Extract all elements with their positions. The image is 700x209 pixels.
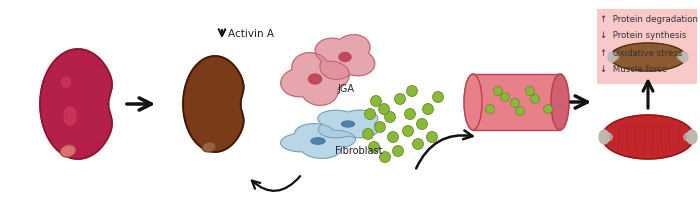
Ellipse shape (543, 104, 552, 113)
Polygon shape (610, 43, 686, 71)
Polygon shape (318, 110, 378, 138)
Ellipse shape (64, 107, 76, 125)
Ellipse shape (526, 87, 535, 96)
FancyArrowPatch shape (252, 176, 300, 191)
Ellipse shape (680, 52, 688, 62)
Text: ↑  Protein degradation: ↑ Protein degradation (600, 14, 698, 23)
Polygon shape (315, 35, 374, 79)
Ellipse shape (412, 139, 423, 149)
Polygon shape (281, 124, 356, 158)
Ellipse shape (494, 87, 503, 96)
Ellipse shape (423, 103, 433, 115)
Ellipse shape (486, 104, 494, 113)
Ellipse shape (393, 145, 403, 157)
Ellipse shape (309, 74, 321, 84)
Polygon shape (602, 115, 694, 159)
Ellipse shape (405, 108, 416, 120)
Ellipse shape (368, 141, 379, 153)
Ellipse shape (515, 107, 524, 116)
Ellipse shape (500, 93, 510, 102)
Text: ↑  Oxidative stress: ↑ Oxidative stress (600, 48, 682, 57)
Ellipse shape (339, 52, 351, 61)
Ellipse shape (601, 133, 612, 141)
Ellipse shape (551, 74, 569, 130)
Text: Activin A: Activin A (228, 29, 274, 39)
Ellipse shape (60, 145, 76, 157)
Ellipse shape (365, 108, 375, 120)
Ellipse shape (464, 74, 482, 130)
Ellipse shape (407, 85, 417, 97)
Ellipse shape (395, 93, 405, 104)
Ellipse shape (684, 133, 695, 141)
Ellipse shape (609, 54, 619, 60)
Ellipse shape (202, 142, 216, 152)
Ellipse shape (687, 130, 697, 144)
Ellipse shape (311, 138, 325, 144)
Text: ↓  Muscle force: ↓ Muscle force (600, 65, 667, 74)
Ellipse shape (678, 54, 687, 60)
Text: Fibroblast: Fibroblast (335, 146, 382, 156)
Ellipse shape (379, 152, 391, 163)
Ellipse shape (374, 121, 386, 133)
Ellipse shape (402, 125, 414, 136)
Ellipse shape (426, 131, 438, 143)
FancyBboxPatch shape (473, 74, 560, 130)
Ellipse shape (599, 130, 609, 144)
Text: JGA: JGA (337, 84, 354, 94)
Ellipse shape (370, 96, 382, 107)
Text: ↓  Protein synthesis: ↓ Protein synthesis (600, 32, 687, 41)
Ellipse shape (388, 131, 398, 143)
Polygon shape (281, 53, 349, 105)
Ellipse shape (510, 98, 519, 107)
Ellipse shape (342, 121, 354, 127)
Ellipse shape (379, 103, 389, 115)
FancyArrowPatch shape (416, 130, 472, 168)
Ellipse shape (608, 52, 616, 62)
Ellipse shape (62, 77, 70, 87)
Polygon shape (40, 49, 112, 159)
Ellipse shape (433, 92, 444, 102)
Ellipse shape (531, 94, 540, 103)
Polygon shape (183, 56, 244, 152)
Ellipse shape (416, 119, 428, 130)
Ellipse shape (363, 129, 374, 139)
Ellipse shape (384, 111, 395, 122)
FancyBboxPatch shape (597, 9, 697, 84)
